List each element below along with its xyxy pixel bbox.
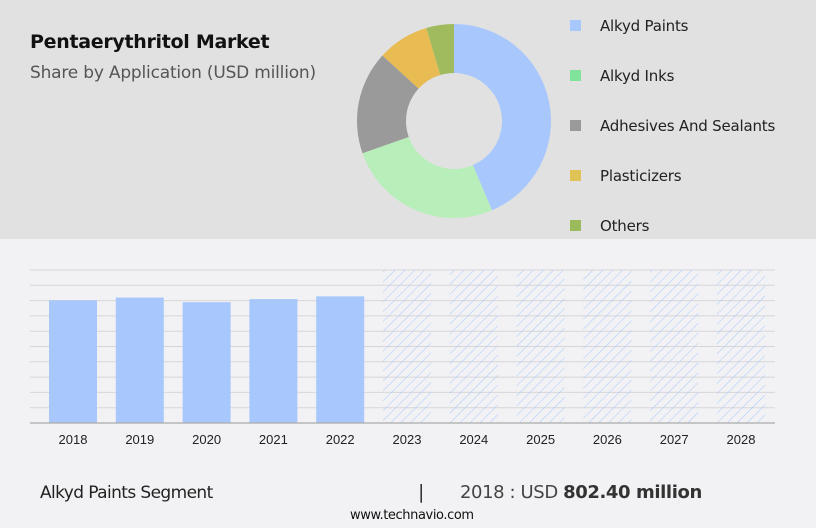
legend-swatch-icon — [570, 20, 581, 31]
x-tick-label: 2025 — [526, 432, 556, 447]
bar-2020 — [182, 302, 231, 423]
x-tick-label: 2023 — [392, 432, 422, 447]
forecast-bar-2028 — [717, 270, 765, 423]
bar-2018 — [49, 300, 97, 423]
forecast-bar-2025 — [516, 270, 565, 423]
x-tick-label: 2024 — [459, 432, 489, 447]
x-tick-label: 2019 — [125, 432, 155, 447]
segment-value-prefix: 2018 : USD — [460, 482, 564, 503]
donut-slice-alkyd-paints — [454, 24, 551, 211]
forecast-bar-2026 — [583, 270, 632, 423]
x-tick-label: 2027 — [659, 432, 689, 447]
legend-swatch-icon — [570, 120, 581, 131]
legend-swatch-icon — [570, 220, 581, 231]
legend-label: Alkyd Inks — [600, 67, 675, 85]
chart-title: Pentaerythritol Market — [30, 31, 270, 53]
donut-slice-alkyd-inks — [362, 136, 492, 218]
bar-2019 — [115, 297, 164, 423]
donut-slice-plasticizers — [382, 28, 441, 89]
legend-label: Plasticizers — [600, 167, 682, 185]
legend-label: Adhesives And Sealants — [600, 117, 776, 135]
bar-2021 — [249, 299, 298, 423]
donut-slice-others — [426, 24, 454, 75]
bar-2022 — [316, 296, 365, 423]
x-tick-label: 2020 — [192, 432, 222, 447]
x-tick-label: 2018 — [58, 432, 88, 447]
legend-swatch-icon — [570, 70, 581, 81]
segment-value: 2018 : USD 802.40 million — [460, 482, 702, 503]
x-tick-label: 2022 — [325, 432, 355, 447]
x-tick-label: 2021 — [258, 432, 288, 447]
legend-swatch-icon — [570, 170, 581, 181]
source-url[interactable]: www.technavio.com — [350, 508, 474, 523]
forecast-bar-2027 — [650, 270, 699, 423]
donut-chart — [357, 24, 551, 218]
forecast-bar-2024 — [449, 270, 498, 423]
footer-separator: | — [418, 481, 425, 503]
bar-chart — [30, 269, 775, 424]
legend-label: Alkyd Paints — [600, 17, 689, 35]
x-tick-label: 2026 — [592, 432, 622, 447]
x-tick-label: 2028 — [726, 432, 756, 447]
donut-slice-adhesives-and-sealants — [357, 55, 419, 154]
chart-subtitle: Share by Application (USD million) — [30, 63, 316, 83]
forecast-bar-2023 — [383, 270, 431, 423]
legend-label: Others — [600, 217, 650, 235]
segment-label: Alkyd Paints Segment — [40, 483, 213, 503]
segment-value-amount: 802.40 million — [563, 482, 702, 503]
